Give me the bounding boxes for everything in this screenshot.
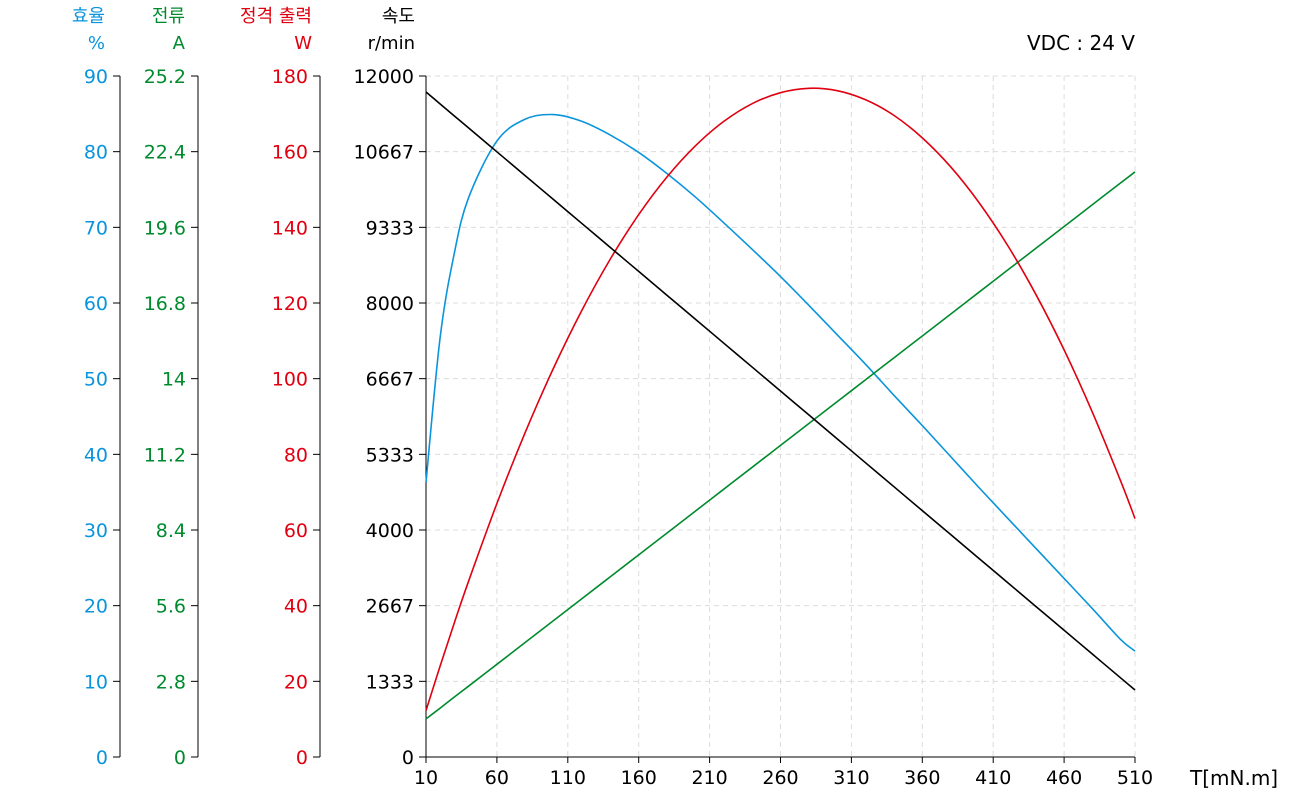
spd-tick-label: 9333 [366, 217, 414, 239]
spd-tick-label: 8000 [366, 293, 414, 315]
pow-tick-label: 60 [284, 520, 308, 542]
pow-tick-label: 180 [272, 66, 308, 88]
voltage-annotation: VDC : 24 V [1027, 31, 1135, 55]
spd-tick-label: 4000 [366, 520, 414, 542]
x-tick-label: 510 [1117, 767, 1153, 789]
pow-tick-label: 120 [272, 293, 308, 315]
x-tick-label: 460 [1046, 767, 1082, 789]
eff-tick-label: 90 [84, 66, 108, 88]
cur-tick-label: 16.8 [144, 293, 186, 315]
pow-axis-title: 정격 출력 [240, 6, 312, 27]
x-tick-label: 160 [621, 767, 657, 789]
eff-tick-label: 70 [84, 217, 108, 239]
spd-tick-label: 0 [402, 747, 414, 769]
x-tick-label: 110 [550, 767, 586, 789]
cur-tick-label: 2.8 [156, 671, 186, 693]
cur-tick-label: 8.4 [156, 520, 186, 542]
cur-tick-label: 19.6 [144, 217, 186, 239]
cur-axis-title: 전류 [152, 6, 185, 27]
eff-series-line [425, 113, 1136, 652]
cur-tick-label: 0 [174, 747, 186, 769]
eff-tick-label: 50 [84, 369, 108, 391]
cur-tick-label: 25.2 [144, 66, 186, 88]
axes: 10 60 110 160 210 260 310 360 410 460 510010203040… [72, 6, 1153, 789]
pow-axis-unit: W [294, 33, 312, 54]
pow-tick-label: 80 [284, 444, 308, 466]
pow-series-line [425, 87, 1136, 711]
pow-tick-label: 0 [296, 747, 308, 769]
eff-axis-title: 효율 [72, 6, 105, 27]
cur-tick-label: 22.4 [144, 142, 186, 164]
spd-tick-label: 2667 [366, 596, 414, 618]
x-tick-label: 210 [691, 767, 727, 789]
eff-tick-label: 20 [84, 596, 108, 618]
cur-axis-unit: A [173, 33, 186, 54]
pow-tick-label: 20 [284, 671, 308, 693]
x-tick-label: 410 [975, 767, 1011, 789]
spd-tick-label: 1333 [366, 671, 414, 693]
eff-tick-label: 40 [84, 444, 108, 466]
pow-tick-label: 100 [272, 369, 308, 391]
x-tick-label: 10 [414, 767, 438, 789]
eff-tick-label: 60 [84, 293, 108, 315]
pow-tick-label: 140 [272, 217, 308, 239]
cur-tick-label: 11.2 [144, 444, 186, 466]
x-tick-label: 360 [904, 767, 940, 789]
x-tick-label: 260 [762, 767, 798, 789]
spd-series-line [425, 91, 1136, 691]
cur-series-line [425, 171, 1136, 720]
x-tick-label: 310 [833, 767, 869, 789]
pow-tick-label: 160 [272, 142, 308, 164]
cur-tick-label: 14 [162, 369, 186, 391]
spd-tick-label: 6667 [366, 369, 414, 391]
spd-tick-label: 10667 [354, 142, 414, 164]
series-lines [425, 87, 1136, 720]
x-tick-label: 60 [485, 767, 509, 789]
spd-tick-label: 12000 [354, 66, 414, 88]
spd-axis-title: 속도 [382, 6, 415, 27]
eff-tick-label: 80 [84, 142, 108, 164]
eff-tick-label: 30 [84, 520, 108, 542]
eff-axis-unit: % [88, 33, 105, 54]
pow-tick-label: 40 [284, 596, 308, 618]
spd-tick-label: 5333 [366, 444, 414, 466]
cur-tick-label: 5.6 [156, 596, 186, 618]
x-axis-label: T[mN.m] [1189, 766, 1278, 790]
spd-axis-unit: r/min [368, 33, 415, 54]
eff-tick-label: 0 [96, 747, 108, 769]
eff-tick-label: 10 [84, 671, 108, 693]
grid [426, 75, 1136, 757]
